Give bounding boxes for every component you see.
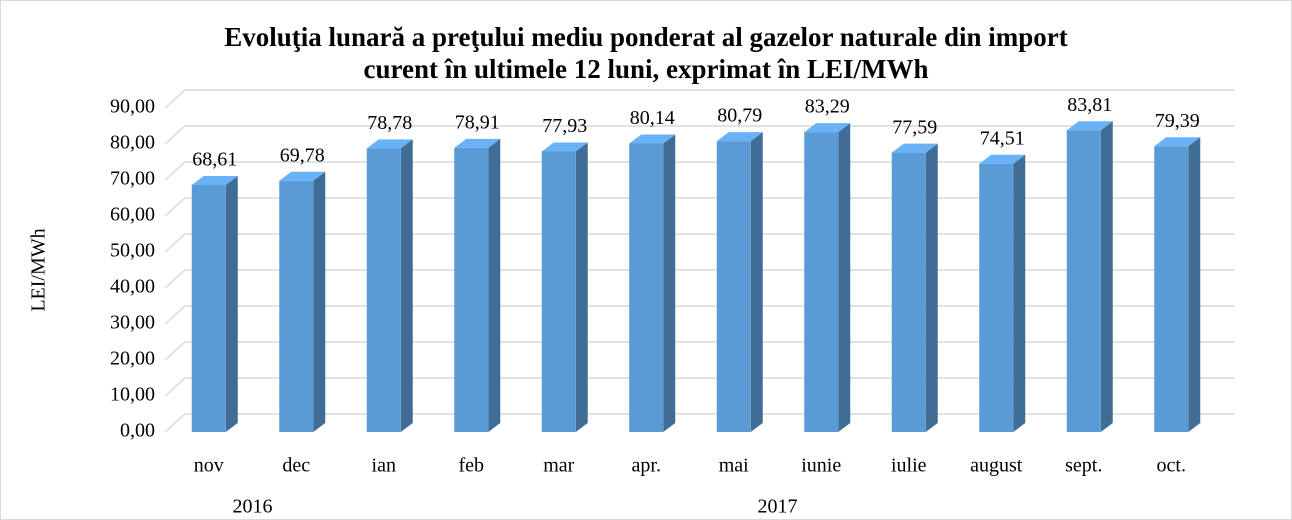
bar-side [488,138,501,432]
grid-line [164,377,1235,397]
grid-line [164,161,1235,181]
data-label: 68,61 [192,149,237,171]
y-tick-label: 30,00 [110,312,155,334]
bar-top [366,139,413,149]
y-tick-label: 20,00 [110,348,155,370]
grid-line [164,341,1235,361]
grid-line [164,413,1235,433]
x-tick-label: apr. [632,455,661,477]
grid-line [164,89,1235,109]
data-label: 78,78 [367,112,412,134]
y-tick-label: 50,00 [110,240,155,262]
x-tick-label: feb [458,455,484,477]
x-tick-label: august [970,455,1023,477]
bar-side [1188,137,1201,433]
bar-side [1100,121,1113,432]
bar [541,142,588,432]
bar-side [313,171,326,433]
bar-side [225,176,238,432]
bar-front [366,148,401,432]
bar-front [454,147,489,432]
bar [1154,137,1201,433]
bar [1066,121,1113,432]
bar-front [279,180,314,432]
grid-line [164,197,1235,217]
grid-line [164,269,1235,289]
bar-top [716,132,763,142]
x-tick-label: ian [372,455,396,477]
bar-top [541,142,588,152]
bar [191,176,238,432]
bar-front [891,152,926,432]
data-label: 80,14 [630,107,675,129]
bar-top [804,123,851,133]
bar [716,132,763,432]
data-label: 79,39 [1155,110,1200,132]
grid-line [164,305,1235,325]
bar-top [979,154,1026,164]
bar-top [279,171,326,181]
chart-title: Evoluţia lunară a preţului mediu pondera… [224,22,1068,52]
data-label: 83,29 [805,96,850,118]
data-label: 80,79 [717,105,762,127]
x-tick-label: oct. [1157,455,1186,477]
x-tick-label: mai [719,455,749,477]
bar-side [925,143,938,432]
bar-top [629,134,676,144]
x-tick-label: nov [194,455,224,477]
bar-front [1154,146,1189,433]
grid-line [164,125,1235,145]
group-label: 2017 [758,496,798,518]
y-tick-label: 70,00 [110,168,155,190]
y-tick-label: 10,00 [110,384,155,406]
bar-side [400,139,413,432]
chart-title: curent în ultimele 12 luni, exprimat în … [363,54,928,84]
bar-front [1066,130,1101,432]
bar-front [541,151,576,432]
y-tick-label: 0,00 [120,420,155,442]
y-tick-label: 80,00 [110,132,155,154]
y-tick-label: 40,00 [110,276,155,298]
data-label: 74,51 [980,127,1025,149]
data-label: 83,81 [1067,94,1112,116]
x-tick-label: sept. [1065,455,1102,477]
bar [366,139,413,432]
bar-front [804,132,839,432]
grid-line [164,233,1235,253]
group-label: 2016 [233,496,273,518]
bar [629,134,676,432]
bar [979,154,1026,432]
data-label: 77,59 [892,116,937,138]
x-tick-label: dec [282,455,310,477]
bar-top [454,138,501,148]
bar-side [1013,154,1026,432]
bar [279,171,326,433]
y-axis-label: LEI/MWh [28,228,50,311]
bar-side [575,142,588,432]
bar-side [838,123,851,432]
bar [891,143,938,432]
bar [454,138,501,432]
data-label: 69,78 [280,144,325,166]
bar-front [979,163,1014,432]
data-label: 78,91 [455,112,500,134]
data-label: 77,93 [542,115,587,137]
bar-top [1154,137,1201,147]
bar-top [1066,121,1113,131]
bar-top [191,176,238,186]
bar-side [663,134,676,432]
y-tick-label: 60,00 [110,204,155,226]
bar-top [891,143,938,153]
y-tick-label: 90,00 [110,96,155,118]
bar-front [191,185,226,432]
x-tick-label: mar [543,455,574,477]
x-tick-label: iulie [891,455,927,477]
bar [804,123,851,432]
bar-front [716,141,751,432]
bar-front [629,143,664,432]
bar-side [750,132,763,432]
x-tick-label: iunie [801,455,841,477]
